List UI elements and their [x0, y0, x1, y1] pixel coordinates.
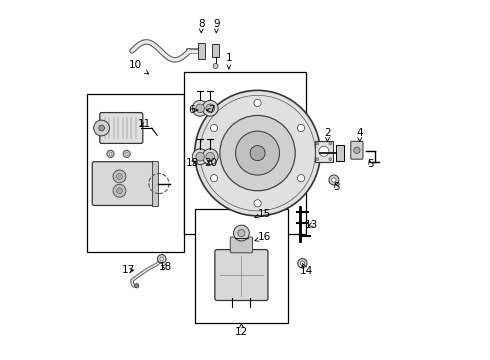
Text: 14: 14	[300, 264, 313, 276]
Circle shape	[254, 99, 261, 107]
Text: 4: 4	[356, 129, 363, 141]
Circle shape	[196, 104, 204, 113]
Text: 2: 2	[324, 129, 331, 141]
Circle shape	[250, 145, 265, 161]
Circle shape	[300, 261, 304, 265]
Bar	[315, 140, 333, 162]
Circle shape	[109, 152, 112, 155]
Circle shape	[332, 178, 336, 182]
Circle shape	[202, 149, 218, 165]
Text: 16: 16	[255, 232, 271, 242]
Bar	[212, 44, 219, 57]
Text: 8: 8	[198, 19, 204, 33]
Circle shape	[238, 229, 245, 237]
Circle shape	[160, 257, 164, 261]
Circle shape	[234, 225, 249, 241]
Text: 6: 6	[188, 105, 197, 115]
Text: 12: 12	[235, 324, 248, 337]
Circle shape	[206, 152, 215, 161]
Circle shape	[94, 120, 109, 136]
Circle shape	[192, 149, 208, 165]
Circle shape	[113, 170, 126, 183]
Text: 17: 17	[122, 265, 135, 275]
Text: 7: 7	[206, 105, 214, 115]
FancyBboxPatch shape	[230, 237, 252, 253]
Text: 18: 18	[159, 262, 172, 272]
Text: 20: 20	[204, 158, 218, 168]
Circle shape	[196, 152, 204, 161]
Circle shape	[113, 184, 126, 197]
Circle shape	[316, 158, 319, 161]
Circle shape	[117, 188, 122, 194]
Circle shape	[117, 174, 122, 179]
Circle shape	[123, 150, 130, 157]
FancyBboxPatch shape	[351, 141, 363, 159]
Text: 5: 5	[367, 159, 374, 169]
Circle shape	[254, 200, 261, 207]
Bar	[197, 43, 205, 59]
Circle shape	[195, 90, 320, 216]
Circle shape	[202, 100, 218, 116]
Bar	[152, 161, 158, 206]
Text: 13: 13	[305, 220, 318, 230]
Bar	[184, 72, 306, 234]
Circle shape	[213, 63, 218, 68]
Circle shape	[329, 158, 332, 161]
Circle shape	[354, 147, 360, 153]
Text: 11: 11	[138, 120, 151, 129]
Bar	[337, 145, 343, 161]
Circle shape	[298, 258, 307, 268]
Text: 9: 9	[213, 19, 220, 33]
Circle shape	[297, 125, 305, 132]
Circle shape	[319, 146, 329, 156]
Circle shape	[236, 131, 279, 175]
Circle shape	[206, 104, 215, 113]
Circle shape	[297, 175, 305, 182]
Circle shape	[211, 125, 218, 132]
Text: 1: 1	[225, 53, 232, 69]
Circle shape	[329, 175, 339, 185]
Text: 10: 10	[129, 60, 148, 74]
FancyBboxPatch shape	[215, 249, 268, 301]
Text: 15: 15	[255, 209, 271, 219]
Circle shape	[107, 150, 114, 157]
Circle shape	[329, 142, 332, 145]
Circle shape	[157, 255, 166, 263]
FancyBboxPatch shape	[92, 162, 154, 206]
FancyBboxPatch shape	[100, 113, 143, 143]
Circle shape	[125, 152, 128, 155]
Text: 3: 3	[333, 182, 340, 192]
Bar	[87, 94, 184, 252]
Circle shape	[211, 175, 218, 182]
Circle shape	[316, 142, 319, 145]
Circle shape	[220, 116, 295, 191]
Circle shape	[135, 284, 139, 288]
Bar	[195, 209, 288, 323]
Circle shape	[98, 125, 104, 131]
Circle shape	[192, 100, 208, 116]
Text: 19: 19	[186, 158, 199, 168]
